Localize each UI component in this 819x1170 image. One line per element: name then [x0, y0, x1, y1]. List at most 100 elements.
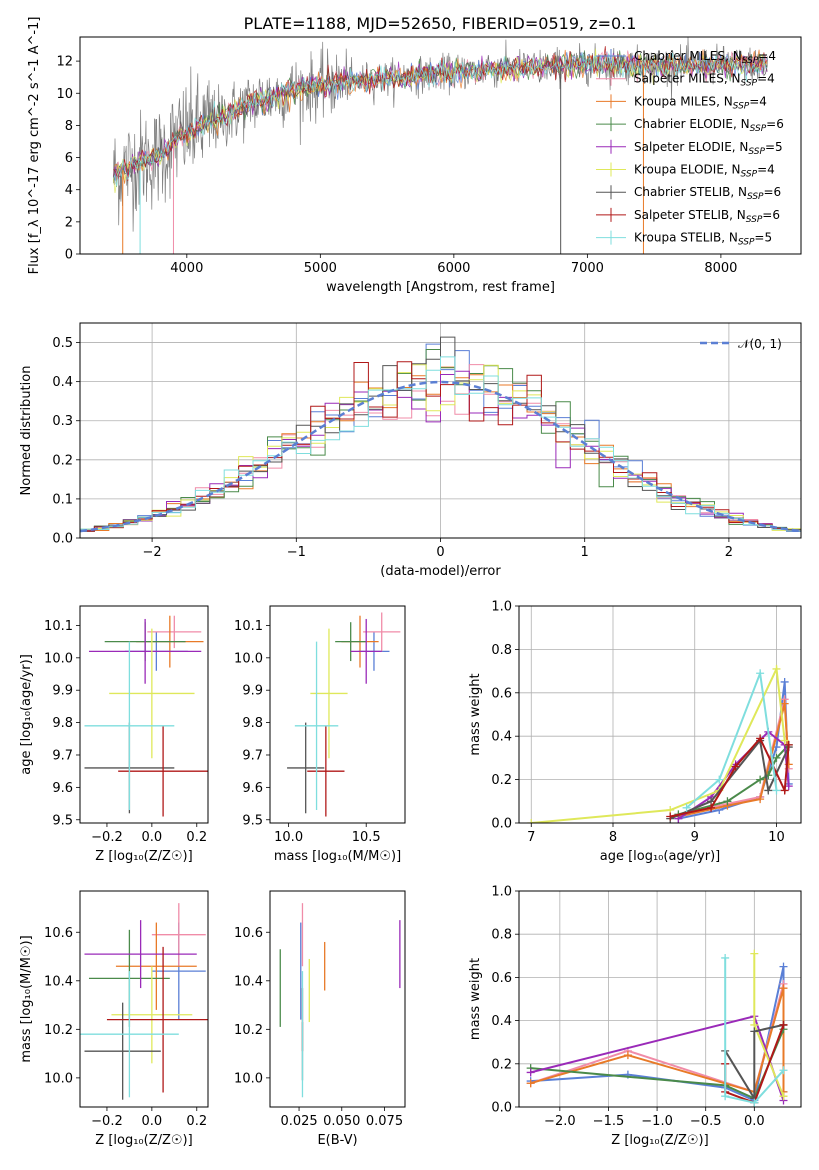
legend-model-name: Chabrier STELIB — [634, 185, 730, 199]
x-axis-label: (data-model)/error — [380, 564, 501, 579]
weight-marker — [721, 1092, 730, 1101]
x-tick-label: 4000 — [170, 261, 203, 276]
weight-line-6 — [724, 1023, 784, 1102]
x-tick-label: 0.050 — [323, 1114, 360, 1129]
x-tick-label: 0.0 — [142, 1114, 163, 1129]
panel-age_vs_Z: −0.2 0.0 0.2 9.5 9.6 9.7 9.8 9.9 10.0 10.1 Z [log₁… — [19, 605, 209, 864]
y-tick-label: 0.1 — [52, 492, 73, 507]
axes-frame — [269, 605, 406, 824]
plot-area-mass_vs_ebv — [279, 903, 401, 1098]
weight-marker — [750, 949, 759, 958]
weight-marker — [779, 1020, 788, 1029]
x-tick-label: −1.5 — [593, 1114, 625, 1129]
weight-marker — [666, 812, 675, 821]
legend-model-name: Kroupa ELODIE — [634, 163, 724, 177]
x-tick-label: −0.2 — [91, 1114, 123, 1129]
axes-frame — [79, 322, 802, 539]
axes-frame — [518, 890, 802, 1108]
legend-nssp: , NSSP=6 — [730, 185, 781, 202]
legend-nssp: , NSSP=5 — [732, 140, 783, 157]
y-axis-label: mass [log₁₀(M/M☉)] — [19, 935, 34, 1062]
y-tick-label: 10.0 — [234, 651, 263, 666]
panel-weight_vs_age: 7 8 9 10 0.0 0.2 0.4 0.6 0.8 1.0 age [log₁₀(age/yr… — [468, 600, 802, 864]
y-tick-label: 10.0 — [44, 1071, 73, 1086]
y-tick-label: 1.0 — [491, 885, 512, 900]
weight-marker — [750, 1098, 759, 1107]
x-tick-label: 0.2 — [186, 830, 207, 845]
weight-marker — [723, 797, 732, 806]
errorbar-point — [307, 725, 345, 817]
plot-area-age_vs_Z — [84, 615, 208, 817]
legend-model-name: Kroupa MILES — [634, 94, 716, 108]
y-tick-label: 10.2 — [234, 1023, 263, 1038]
errorbar-point — [109, 628, 195, 759]
errorbar-point — [106, 946, 208, 1093]
y-tick-label: 0.4 — [491, 730, 512, 745]
errorbar-point — [84, 1002, 161, 1100]
x-tick-label: 0.0 — [142, 830, 163, 845]
panel-mass_vs_Z: −0.2 0.0 0.2 10.0 10.2 10.4 10.6 Z [log₁₀(Z/Z☉)… — [19, 890, 209, 1148]
legend-model-name: Salpeter ELODIE — [634, 140, 732, 154]
weight-marker — [756, 795, 765, 804]
weight-marker — [784, 740, 793, 749]
errorbar-point — [111, 966, 193, 1064]
y-tick-label: 10.4 — [44, 974, 73, 989]
x-axis-label: Z [log₁₀(Z/Z☉)] — [611, 1133, 708, 1148]
legend-nssp: , NSSP=4 — [725, 49, 776, 66]
figure-title: PLATE=1188, MJD=52650, FIBERID=0519, z=0… — [244, 14, 637, 33]
y-tick-label: 10.0 — [44, 651, 73, 666]
y-tick-label: 0.0 — [491, 1101, 512, 1116]
errorbar-point — [88, 618, 202, 684]
errorbar-point — [294, 641, 339, 811]
x-tick-label: 0.025 — [280, 1114, 317, 1129]
y-tick-label: 10.0 — [234, 1071, 263, 1086]
errorbar-point — [363, 612, 401, 652]
y-tick-label: 0.4 — [52, 375, 73, 390]
x-tick-label: 10.5 — [352, 830, 381, 845]
weight-marker — [780, 677, 789, 686]
legend-nssp: , NSSP=5 — [721, 231, 772, 248]
weight-marker — [779, 962, 788, 971]
legend-nssp: , NSSP=4 — [724, 163, 775, 180]
weight-line-7 — [669, 736, 790, 818]
weight-marker — [756, 734, 765, 743]
y-axis-label: mass weight — [468, 958, 483, 1040]
y-tick-label: 4 — [65, 183, 73, 198]
y-tick-label: 9.9 — [52, 684, 73, 699]
panel-age_vs_mass: 10.0 10.5 9.5 9.6 9.7 9.8 9.9 10.0 10.1 mass [log… — [234, 605, 406, 864]
x-tick-label: 9 — [691, 830, 699, 845]
axes-frame — [79, 36, 802, 255]
normal-reference-curve — [80, 380, 801, 533]
plot-area-weight_vs_Z — [526, 949, 788, 1107]
axes-frame — [79, 605, 209, 824]
y-tick-label: 8 — [65, 119, 73, 134]
y-tick-label: 0.5 — [52, 336, 73, 351]
residual-histogram-7 — [80, 361, 801, 532]
x-tick-label: −0.2 — [91, 830, 123, 845]
y-tick-label: 0.4 — [491, 1014, 512, 1029]
y-tick-label: 1.0 — [491, 600, 512, 615]
y-tick-label: 10.4 — [234, 974, 263, 989]
y-tick-label: 0.2 — [491, 1057, 512, 1072]
legend-model-name: Salpeter MILES — [634, 72, 724, 86]
x-tick-label: 8 — [609, 830, 617, 845]
residual-histogram-8 — [80, 356, 801, 532]
weight-marker — [623, 1051, 632, 1060]
y-tick-label: 10.1 — [44, 619, 73, 634]
axes-frame — [269, 890, 406, 1108]
weight-marker — [756, 775, 765, 784]
weight-marker — [721, 953, 730, 962]
panel-weight_vs_Z: −2.0 −1.5 −1.0 −0.5 0.0 0.0 0.2 0.4 0.6 0.8 1.0 Z [… — [468, 885, 802, 1148]
weight-marker — [707, 803, 716, 812]
y-tick-label: 9.8 — [242, 716, 263, 731]
x-axis-label: wavelength [Angstrom, rest frame] — [326, 280, 555, 295]
y-tick-label: 10.1 — [234, 619, 263, 634]
model-spectrum-3 — [113, 50, 768, 187]
x-tick-label: 1 — [581, 545, 589, 560]
weight-marker — [772, 753, 781, 762]
y-axis-label: Normed distribution — [19, 366, 34, 496]
plot-area-residuals — [80, 336, 801, 533]
y-tick-label: 9.7 — [242, 748, 263, 763]
legend-nssp: , NSSP=4 — [716, 94, 767, 111]
errorbar-point — [84, 920, 197, 989]
